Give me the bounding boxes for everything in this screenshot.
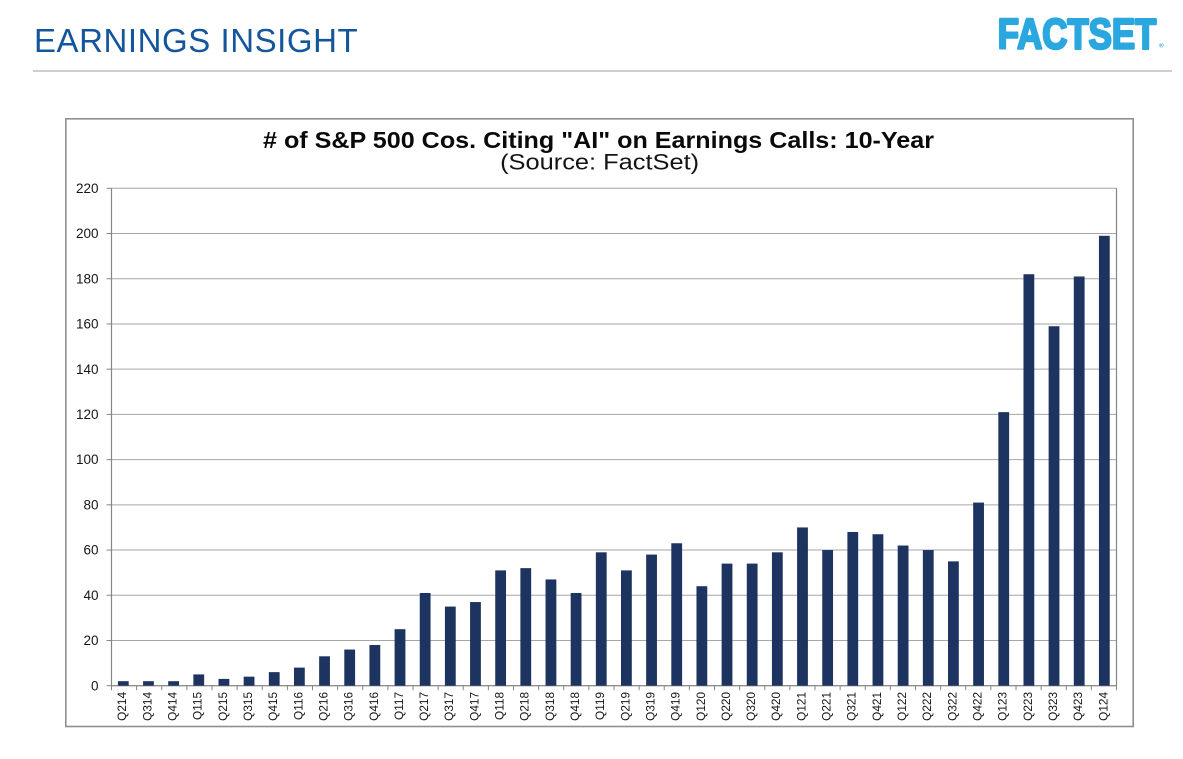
svg-text:Q215: Q215 — [216, 692, 230, 721]
svg-text:Q414: Q414 — [166, 692, 180, 721]
svg-text:Q423: Q423 — [1071, 692, 1085, 721]
svg-text:80: 80 — [83, 497, 98, 512]
svg-text:Q322: Q322 — [945, 692, 959, 721]
svg-text:180: 180 — [76, 271, 99, 286]
svg-text:# of S&P 500 Cos. Citing "AI": # of S&P 500 Cos. Citing "AI" on Earning… — [263, 127, 934, 153]
svg-text:Q220: Q220 — [719, 692, 733, 721]
svg-text:Q419: Q419 — [669, 692, 683, 721]
svg-text:Q420: Q420 — [769, 692, 783, 721]
svg-text:Q417: Q417 — [467, 692, 481, 721]
svg-text:40: 40 — [83, 588, 98, 603]
svg-text:Q421: Q421 — [870, 692, 884, 721]
svg-text:Q124: Q124 — [1096, 692, 1110, 721]
svg-text:Q123: Q123 — [996, 692, 1010, 721]
svg-text:Q121: Q121 — [794, 692, 808, 721]
svg-text:Q118: Q118 — [493, 692, 507, 720]
svg-text:Q320: Q320 — [744, 692, 758, 721]
svg-text:Q321: Q321 — [845, 692, 859, 721]
svg-text:FACTSET: FACTSET — [999, 11, 1156, 56]
svg-text:Q422: Q422 — [970, 692, 984, 721]
svg-text:220: 220 — [76, 181, 99, 196]
svg-text:Q315: Q315 — [241, 692, 255, 721]
svg-text:140: 140 — [76, 362, 99, 377]
svg-text:Q219: Q219 — [618, 692, 632, 721]
svg-text:Q323: Q323 — [1046, 692, 1060, 721]
svg-text:200: 200 — [76, 226, 99, 241]
svg-text:Q115: Q115 — [191, 692, 205, 720]
svg-text:Q116: Q116 — [291, 692, 305, 720]
svg-text:Q117: Q117 — [392, 692, 406, 720]
svg-text:Q119: Q119 — [593, 692, 607, 720]
svg-text:(Source: FactSet): (Source: FactSet) — [500, 150, 699, 175]
svg-text:20: 20 — [83, 633, 98, 648]
svg-text:Q218: Q218 — [518, 692, 532, 721]
svg-text:Q316: Q316 — [342, 692, 356, 721]
svg-text:0: 0 — [91, 678, 99, 693]
svg-text:120: 120 — [76, 407, 99, 422]
svg-text:Q415: Q415 — [266, 692, 280, 721]
svg-text:®: ® — [1159, 42, 1164, 50]
svg-text:160: 160 — [76, 317, 99, 332]
svg-text:60: 60 — [83, 543, 98, 558]
svg-text:Q216: Q216 — [316, 692, 330, 721]
svg-text:Q223: Q223 — [1021, 692, 1035, 721]
svg-text:Q122: Q122 — [895, 692, 909, 721]
svg-text:Q217: Q217 — [417, 692, 431, 721]
svg-text:Q318: Q318 — [543, 692, 557, 721]
svg-text:Q416: Q416 — [367, 692, 381, 721]
svg-text:Q314: Q314 — [140, 692, 154, 721]
svg-text:Q418: Q418 — [568, 692, 582, 721]
svg-text:Q222: Q222 — [920, 692, 934, 721]
svg-text:Q319: Q319 — [643, 692, 657, 721]
svg-text:Q120: Q120 — [694, 692, 708, 721]
svg-text:Q214: Q214 — [115, 692, 129, 721]
svg-text:100: 100 — [76, 452, 99, 467]
svg-text:Q317: Q317 — [442, 692, 456, 721]
svg-text:Q221: Q221 — [820, 692, 834, 721]
